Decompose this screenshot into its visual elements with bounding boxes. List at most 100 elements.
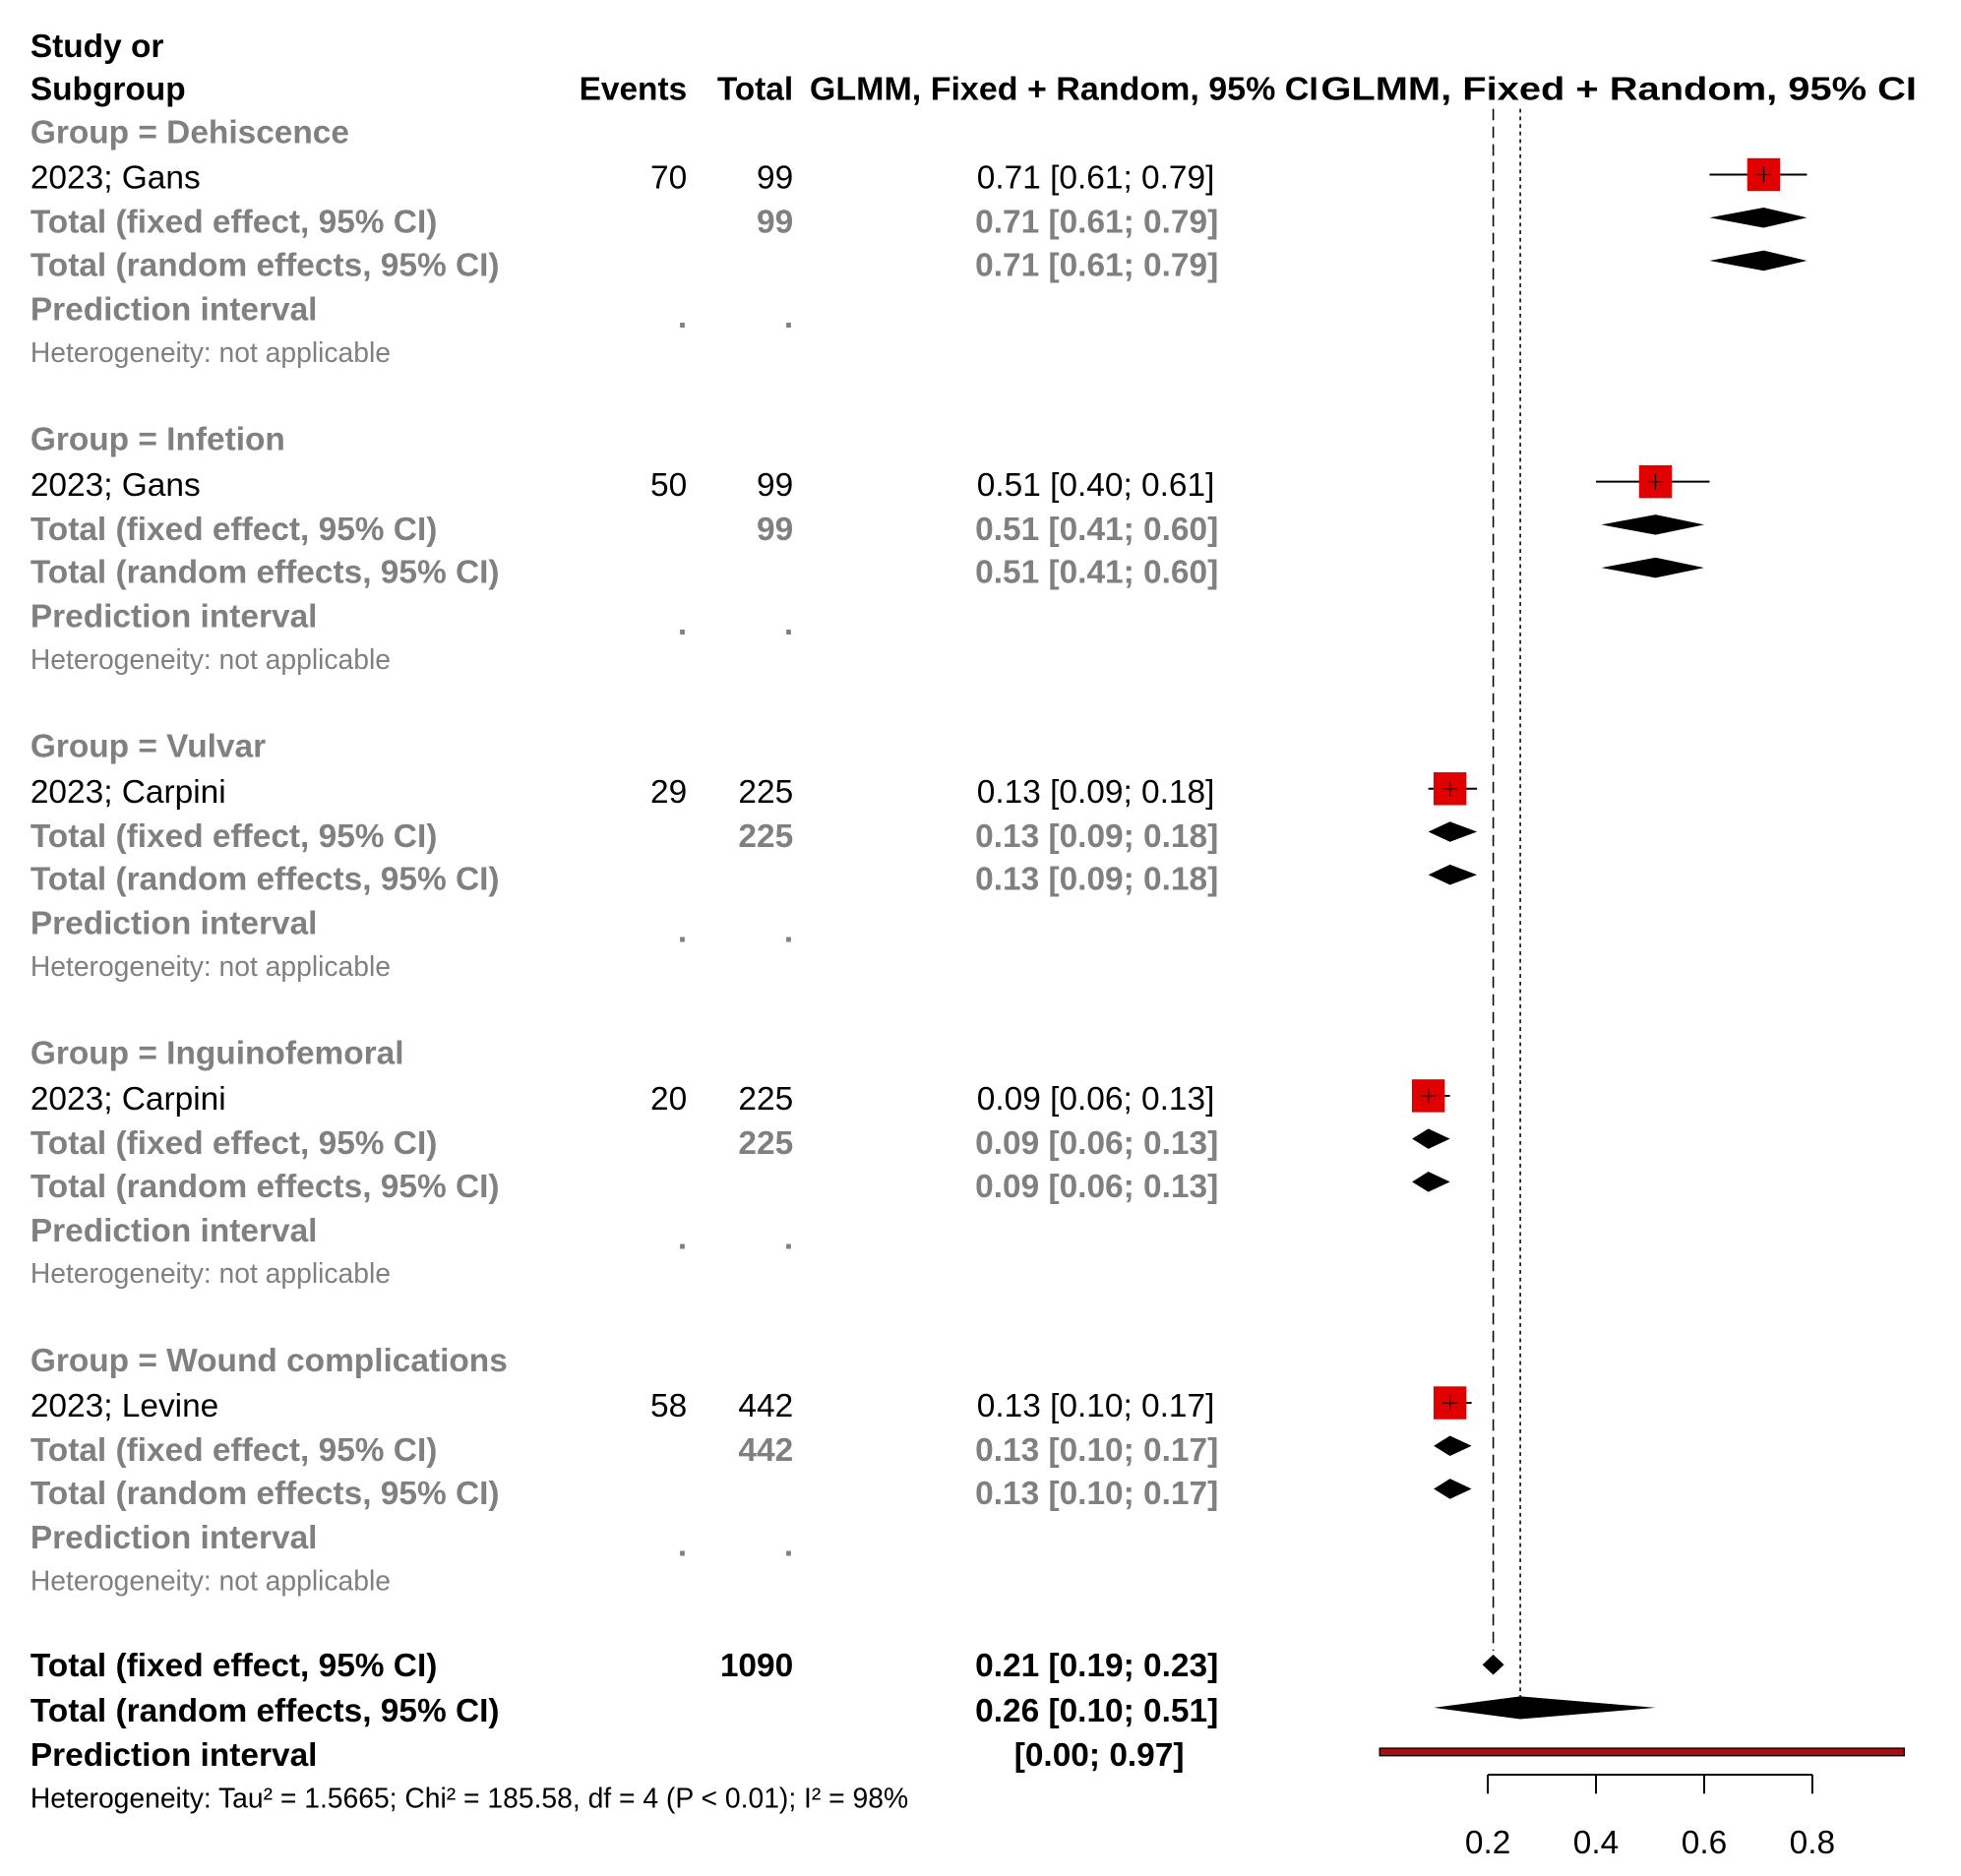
study-label: 2023; Carpini (31, 774, 226, 811)
overall-random-diamond (1434, 1696, 1656, 1720)
x-axis-tick-label: 0.8 (1790, 1825, 1835, 1861)
study-ci-text: 0.13 [0.09; 0.18] (977, 774, 1215, 811)
subgroup-fixed-total: 442 (738, 1432, 793, 1469)
study-events: 70 (650, 160, 687, 197)
study-total: 442 (738, 1388, 793, 1424)
study-ci-text: 0.09 [0.06; 0.13] (977, 1081, 1215, 1118)
header-study-line2: Subgroup (31, 72, 186, 108)
study-label: 2023; Gans (31, 467, 201, 504)
subgroup-random-label: Total (random effects, 95% CI) (31, 247, 500, 283)
prediction-interval-bar (1379, 1747, 1906, 1757)
prediction-events-dot: . (678, 299, 687, 335)
subgroup-fixed-ci-text: 0.51 [0.41; 0.60] (975, 512, 1218, 548)
x-axis-tick-label: 0.6 (1682, 1825, 1727, 1861)
subgroup-fixed-label: Total (fixed effect, 95% CI) (31, 818, 438, 855)
prediction-total-dot: . (784, 1220, 793, 1256)
prediction-events-dot: . (678, 606, 687, 642)
header-ci-column: GLMM, Fixed + Random, 95% CI (810, 72, 1318, 108)
subgroup-prediction-label: Prediction interval (31, 599, 318, 635)
study-ci-text: 0.71 [0.61; 0.79] (977, 160, 1215, 197)
header-study-line1: Study or (31, 29, 164, 65)
study-events: 29 (650, 774, 687, 811)
subgroup-random-label: Total (random effects, 95% CI) (31, 862, 500, 898)
prediction-total-dot: . (784, 299, 793, 335)
subgroup-fixed-ci-text: 0.13 [0.10; 0.17] (975, 1432, 1218, 1469)
overall-fixed-label: Total (fixed effect, 95% CI) (31, 1648, 438, 1684)
study-events: 20 (650, 1081, 687, 1118)
study-total: 99 (757, 467, 793, 504)
forest-rows: Group = Dehiscence 2023; Gans 70 99 0.71 [0.… (31, 114, 1218, 1813)
subgroup-fixed-ci-text: 0.09 [0.06; 0.13] (975, 1125, 1218, 1162)
x-axis-tick-label: 0.4 (1573, 1825, 1619, 1861)
subgroup-fixed-diamond (1709, 207, 1808, 228)
subgroup-fixed-total: 99 (757, 512, 793, 548)
subgroup-random-diamond (1412, 1172, 1450, 1192)
subgroup-fixed-diamond (1601, 514, 1704, 535)
subgroup-fixed-diamond (1412, 1128, 1450, 1149)
subgroup-label: Group = Dehiscence (31, 114, 349, 151)
subgroup-heterogeneity: Heterogeneity: not applicable (31, 1257, 391, 1289)
subgroup-random-diamond (1434, 1479, 1472, 1499)
subgroup-random-label: Total (random effects, 95% CI) (31, 555, 500, 591)
prediction-events-dot: . (678, 1528, 687, 1564)
subgroup-heterogeneity: Heterogeneity: not applicable (31, 950, 391, 982)
subgroup-random-diamond (1428, 864, 1478, 885)
subgroup-fixed-total: 99 (757, 205, 793, 241)
study-ci-text: 0.13 [0.10; 0.17] (977, 1388, 1215, 1424)
subgroup-random-label: Total (random effects, 95% CI) (31, 1476, 500, 1512)
prediction-total-dot: . (784, 606, 793, 642)
overall-prediction-label: Prediction interval (31, 1737, 318, 1774)
subgroup-random-diamond (1709, 250, 1808, 272)
subgroup-fixed-label: Total (fixed effect, 95% CI) (31, 512, 438, 548)
study-label: 2023; Gans (31, 160, 201, 197)
overall-heterogeneity: Heterogeneity: Tau² = 1.5665; Chi² = 185… (31, 1782, 908, 1813)
subgroup-random-ci-text: 0.71 [0.61; 0.79] (975, 247, 1218, 283)
subgroup-prediction-label: Prediction interval (31, 906, 318, 942)
subgroup-fixed-ci-text: 0.71 [0.61; 0.79] (975, 205, 1218, 241)
subgroup-label: Group = Inguinofemoral (31, 1036, 404, 1072)
study-total: 225 (738, 774, 793, 811)
subgroup-fixed-label: Total (fixed effect, 95% CI) (31, 205, 438, 241)
subgroup-fixed-label: Total (fixed effect, 95% CI) (31, 1432, 438, 1469)
subgroup-label: Group = Infetion (31, 422, 285, 458)
subgroup-heterogeneity: Heterogeneity: not applicable (31, 643, 391, 675)
overall-fixed-total: 1090 (720, 1648, 793, 1684)
study-events: 50 (650, 467, 687, 504)
subgroup-heterogeneity: Heterogeneity: not applicable (31, 336, 391, 368)
subgroup-fixed-total: 225 (738, 818, 793, 855)
overall-prediction-text: [0.00; 0.97] (1014, 1737, 1185, 1774)
subgroup-random-ci-text: 0.09 [0.06; 0.13] (975, 1169, 1218, 1205)
subgroup-heterogeneity: Heterogeneity: not applicable (31, 1564, 391, 1596)
prediction-events-dot: . (678, 1220, 687, 1256)
subgroup-prediction-label: Prediction interval (31, 1213, 318, 1249)
study-label: 2023; Carpini (31, 1081, 226, 1118)
prediction-events-dot: . (678, 913, 687, 949)
overall-random-label: Total (random effects, 95% CI) (31, 1693, 500, 1729)
subgroup-random-label: Total (random effects, 95% CI) (31, 1169, 500, 1205)
prediction-total-dot: . (784, 913, 793, 949)
subgroup-fixed-diamond (1434, 1435, 1472, 1457)
overall-fixed-diamond (1482, 1654, 1504, 1675)
subgroup-fixed-diamond (1428, 821, 1478, 842)
study-label: 2023; Levine (31, 1388, 218, 1424)
subgroup-prediction-label: Prediction interval (31, 291, 318, 328)
subgroup-random-ci-text: 0.13 [0.09; 0.18] (975, 862, 1218, 898)
forest-marks: 0.2 0.4 0.6 0.8 (1379, 108, 1906, 1861)
x-axis-tick-label: 0.2 (1465, 1825, 1510, 1861)
subgroup-fixed-label: Total (fixed effect, 95% CI) (31, 1125, 438, 1162)
subgroup-label: Group = Wound complications (31, 1343, 508, 1379)
subgroup-label: Group = Vulvar (31, 729, 266, 765)
subgroup-prediction-label: Prediction interval (31, 1520, 318, 1556)
overall-random-ci-text: 0.26 [0.10; 0.51] (975, 1693, 1218, 1729)
subgroup-random-ci-text: 0.13 [0.10; 0.17] (975, 1476, 1218, 1512)
study-total: 225 (738, 1081, 793, 1118)
study-ci-text: 0.51 [0.40; 0.61] (977, 467, 1215, 504)
study-events: 58 (650, 1388, 687, 1424)
subgroup-fixed-ci-text: 0.13 [0.09; 0.18] (975, 818, 1218, 855)
overall-fixed-ci-text: 0.21 [0.19; 0.23] (975, 1648, 1218, 1684)
header-ci-plot: GLMM, Fixed + Random, 95% CI (1320, 72, 1917, 108)
prediction-total-dot: . (784, 1528, 793, 1564)
header-total: Total (717, 72, 793, 108)
header-events: Events (580, 72, 688, 108)
